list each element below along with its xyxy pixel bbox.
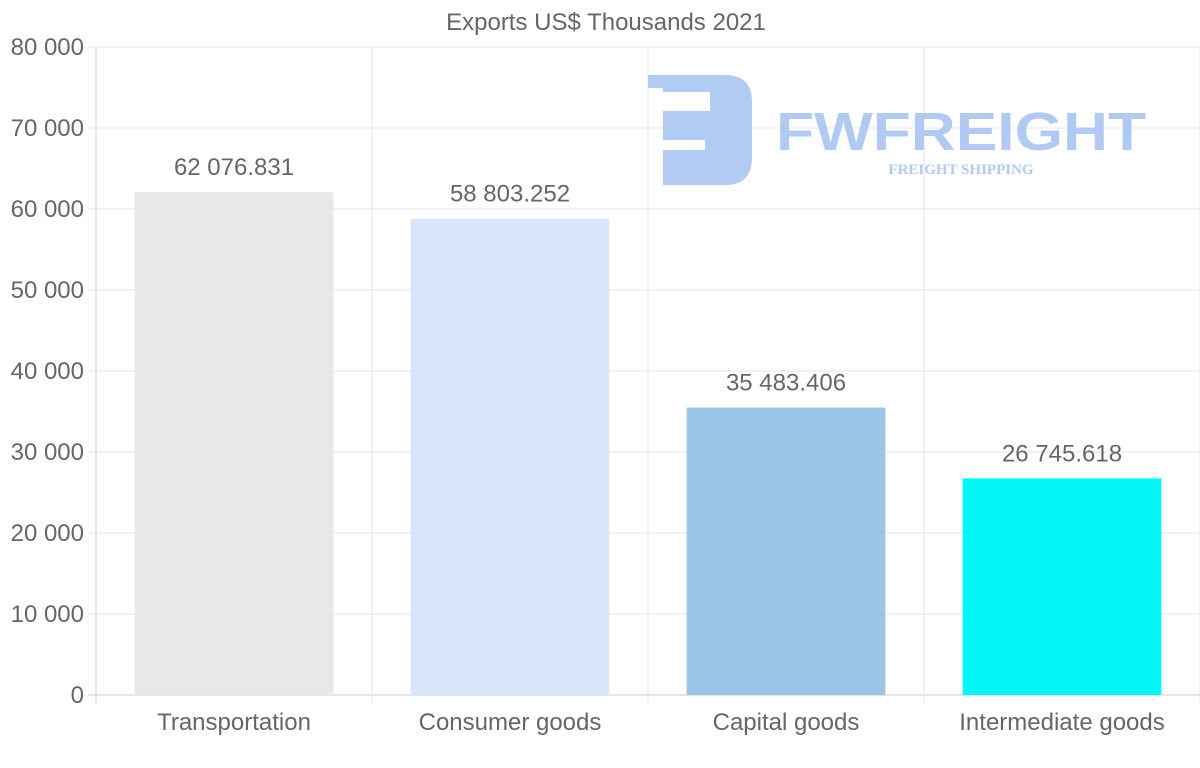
data-label: 58 803.252 (450, 181, 570, 208)
logo-mark-icon (648, 75, 752, 185)
watermark-tagline: FREIGHT SHIPPING (888, 162, 1033, 178)
y-tick-label: 10 000 (11, 601, 84, 628)
bar-transportation (134, 192, 334, 695)
x-tick-label: Intermediate goods (959, 709, 1164, 736)
y-tick-label: 0 (71, 682, 84, 709)
bar-intermediate-goods (962, 478, 1162, 695)
x-tick-label: Consumer goods (419, 709, 602, 736)
bars: 62 076.831 58 803.252 35 483.406 26 745.618 (134, 154, 1162, 695)
x-tick-label: Capital goods (713, 709, 860, 736)
y-tick-label: 50 000 (11, 277, 84, 304)
y-tick-label: 60 000 (11, 196, 84, 223)
axes: 0 10 000 20 000 30 000 40 000 50 000 60 000 70 … (11, 34, 1165, 736)
bar-capital-goods (686, 407, 886, 695)
bar-consumer-goods (410, 218, 610, 695)
y-tick-label: 70 000 (11, 115, 84, 142)
y-tick-label: 80 000 (11, 34, 84, 61)
watermark-brand: FWFREIGHT (776, 102, 1146, 162)
data-label: 26 745.618 (1002, 440, 1122, 467)
data-label: 35 483.406 (726, 370, 846, 397)
y-tick-label: 20 000 (11, 520, 84, 547)
data-label: 62 076.831 (174, 154, 294, 181)
y-tick-label: 40 000 (11, 358, 84, 385)
watermark-logo: FWFREIGHT FREIGHT SHIPPING (648, 75, 1146, 185)
y-tick-label: 30 000 (11, 439, 84, 466)
chart-title: Exports US$ Thousands 2021 (446, 9, 766, 36)
x-tick-label: Transportation (157, 709, 311, 736)
